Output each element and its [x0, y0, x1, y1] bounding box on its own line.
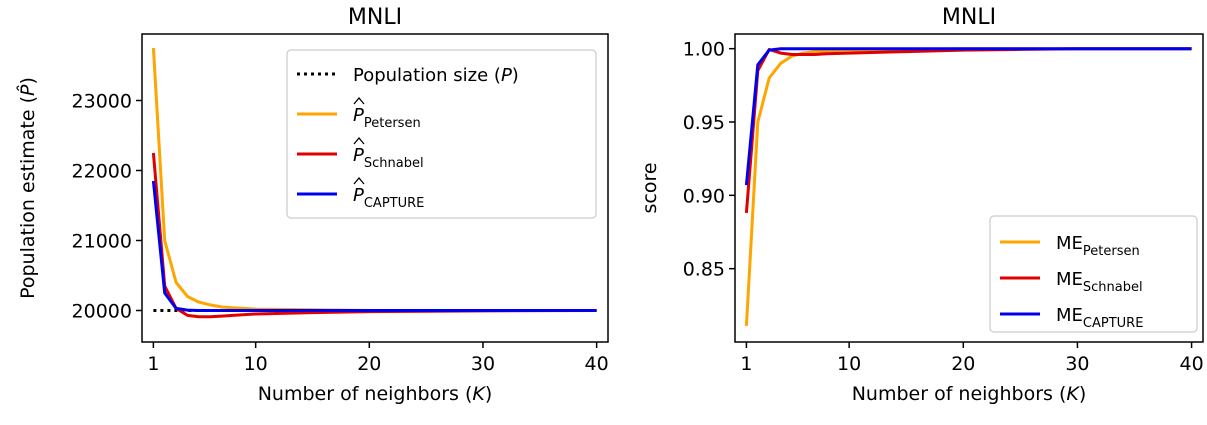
- y-tick-label: 1.00: [683, 39, 725, 61]
- x-tick-label: 30: [1065, 353, 1089, 375]
- legend-hat-mark: [353, 136, 365, 145]
- series-line-schnabel: [744, 47, 1192, 214]
- legend-label: MEPetersen: [1056, 233, 1140, 259]
- plot-area: [744, 47, 1192, 326]
- legend-hat-mark: [353, 96, 365, 105]
- x-tick-label: 10: [837, 353, 861, 375]
- y-tick-label: 23000: [72, 91, 132, 113]
- series-line-capture: [744, 47, 1192, 186]
- plot-area: [151, 47, 597, 319]
- chart-left-population-estimate: MNLI 1 10 20 30 40 20000 21000 22000 23000 Number …: [17, 5, 609, 405]
- y-tick-label: 20000: [72, 301, 132, 323]
- x-tick-label: 1: [740, 353, 752, 375]
- x-tick-label: 20: [951, 353, 975, 375]
- legend-hat-mark: [353, 176, 365, 185]
- chart-title: MNLI: [348, 5, 402, 30]
- legend-frame: [989, 215, 1198, 333]
- chart-right-score: MNLI 1 10 20 30 40 0.85 0.90 0.95 1.00 Number of n…: [639, 5, 1204, 405]
- legend-label: MECAPTURE: [1056, 305, 1143, 331]
- x-tick-label: 1: [147, 353, 159, 375]
- series-line-capture: [151, 180, 597, 312]
- legend-label: PSchnabel: [353, 145, 424, 171]
- y-axis-label: Population estimate (P̂): [17, 77, 39, 299]
- y-axis-label: score: [639, 162, 661, 213]
- legend-frame: [286, 49, 597, 219]
- y-tick-label: 22000: [72, 161, 132, 183]
- legend: Population size (P) PPetersen PSchnabel PCA…: [286, 49, 597, 219]
- x-tick-label: 20: [357, 353, 381, 375]
- x-tick-label: 40: [585, 353, 609, 375]
- x-tick-label: 10: [244, 353, 268, 375]
- legend: MEPetersen MESchnabel MECAPTURE: [989, 215, 1198, 333]
- x-axis-label: Number of neighbors (K): [258, 383, 493, 405]
- chart-title: MNLI: [942, 5, 996, 30]
- y-tick-label: 21000: [72, 231, 132, 253]
- legend-label: MESchnabel: [1056, 269, 1143, 295]
- axes-frame: [141, 33, 609, 343]
- y-tick-label: 0.85: [683, 259, 725, 281]
- axes-frame: [734, 33, 1204, 343]
- y-tick-label: 0.95: [683, 112, 725, 134]
- x-tick-label: 30: [471, 353, 495, 375]
- legend-label: PPetersen: [353, 105, 421, 131]
- legend-label: Population size (P): [353, 65, 519, 86]
- x-tick-label: 40: [1179, 353, 1203, 375]
- y-tick-label: 0.90: [683, 185, 725, 207]
- x-axis-label: Number of neighbors (K): [852, 383, 1087, 405]
- legend-label: PCAPTURE: [353, 185, 424, 211]
